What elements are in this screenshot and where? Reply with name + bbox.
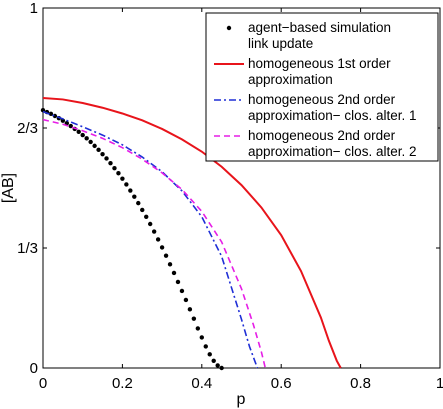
data-point-agent-simulation [116,171,121,176]
data-point-agent-simulation [163,253,169,258]
data-point-agent-simulation [92,143,97,149]
data-point-agent-simulation [179,288,185,294]
data-point-agent-simulation [108,160,113,166]
x-tick-label: 0.6 [271,375,292,392]
data-point-agent-simulation [80,132,85,138]
legend-entry-text: agent−based simulation [248,20,391,35]
data-point-agent-simulation [144,214,149,219]
y-tick-label: 1/3 [17,240,38,257]
y-tick-label: 2/3 [17,120,38,137]
legend-entry-text: approximation [248,72,333,87]
legend-entry-text: approximation− clos. alter. 1 [248,108,416,123]
legend-symbol-dot [226,25,232,31]
x-tick-label: 0.4 [191,375,212,392]
x-axis-label: p [237,391,246,408]
data-point-agent-simulation [211,358,216,363]
legend-entry-text: homogeneous 2nd order [248,92,396,107]
data-point-agent-simulation [132,194,137,199]
data-point-agent-simulation [167,262,173,267]
data-point-agent-simulation [64,121,70,126]
data-point-agent-simulation [195,326,201,331]
data-point-agent-simulation [88,139,93,145]
data-point-agent-simulation [76,129,81,135]
data-point-agent-simulation [199,335,204,340]
data-point-agent-simulation [84,136,89,141]
data-point-agent-simulation [60,118,66,123]
ticks-layer: 0 0.2 0.4 0.6 0.8 1 0 1/3 2/3 1 [17,0,443,392]
series-layer [40,97,342,371]
legend-entry-text: homogeneous 1st order [248,56,391,71]
data-point-agent-simulation [203,344,208,349]
data-point-agent-simulation [175,279,181,285]
data-point-agent-simulation [68,123,73,129]
data-point-agent-simulation [155,237,161,242]
data-point-agent-simulation [147,221,153,227]
data-point-agent-simulation [100,151,105,157]
data-point-agent-simulation [151,229,157,234]
y-tick-label: 1 [30,0,38,17]
legend-entry-text: homogeneous 2nd order [248,128,396,143]
x-tick-label: 0.2 [112,375,133,392]
series-line-3 [42,118,267,369]
data-point-agent-simulation [207,352,212,357]
data-point-agent-simulation [124,182,129,187]
data-point-agent-simulation [120,176,125,181]
y-tick-label: 0 [30,360,38,377]
data-point-agent-simulation [136,200,141,206]
data-point-agent-simulation [104,156,109,161]
series-line-2 [42,110,259,369]
y-axis-label: [AB] [0,173,17,203]
legend-entry-text: approximation− clos. alter. 2 [248,144,416,159]
data-point-agent-simulation [128,188,133,193]
data-point-agent-simulation [140,207,145,213]
data-point-agent-simulation [183,297,189,303]
legend-entry-text: link update [248,36,313,51]
data-point-agent-simulation [191,316,197,321]
data-point-agent-simulation [96,147,101,153]
data-point-agent-simulation [112,166,117,171]
data-point-agent-simulation [48,111,54,117]
x-tick-label: 1 [436,375,443,392]
data-point-agent-simulation [171,270,177,276]
data-point-agent-simulation [219,365,224,371]
legend-box [205,12,439,162]
x-tick-label: 0.8 [350,375,371,392]
x-tick-label: 0 [39,375,47,392]
data-point-agent-simulation [187,307,193,312]
data-point-agent-simulation [159,245,165,250]
data-point-agent-simulation [215,363,220,368]
